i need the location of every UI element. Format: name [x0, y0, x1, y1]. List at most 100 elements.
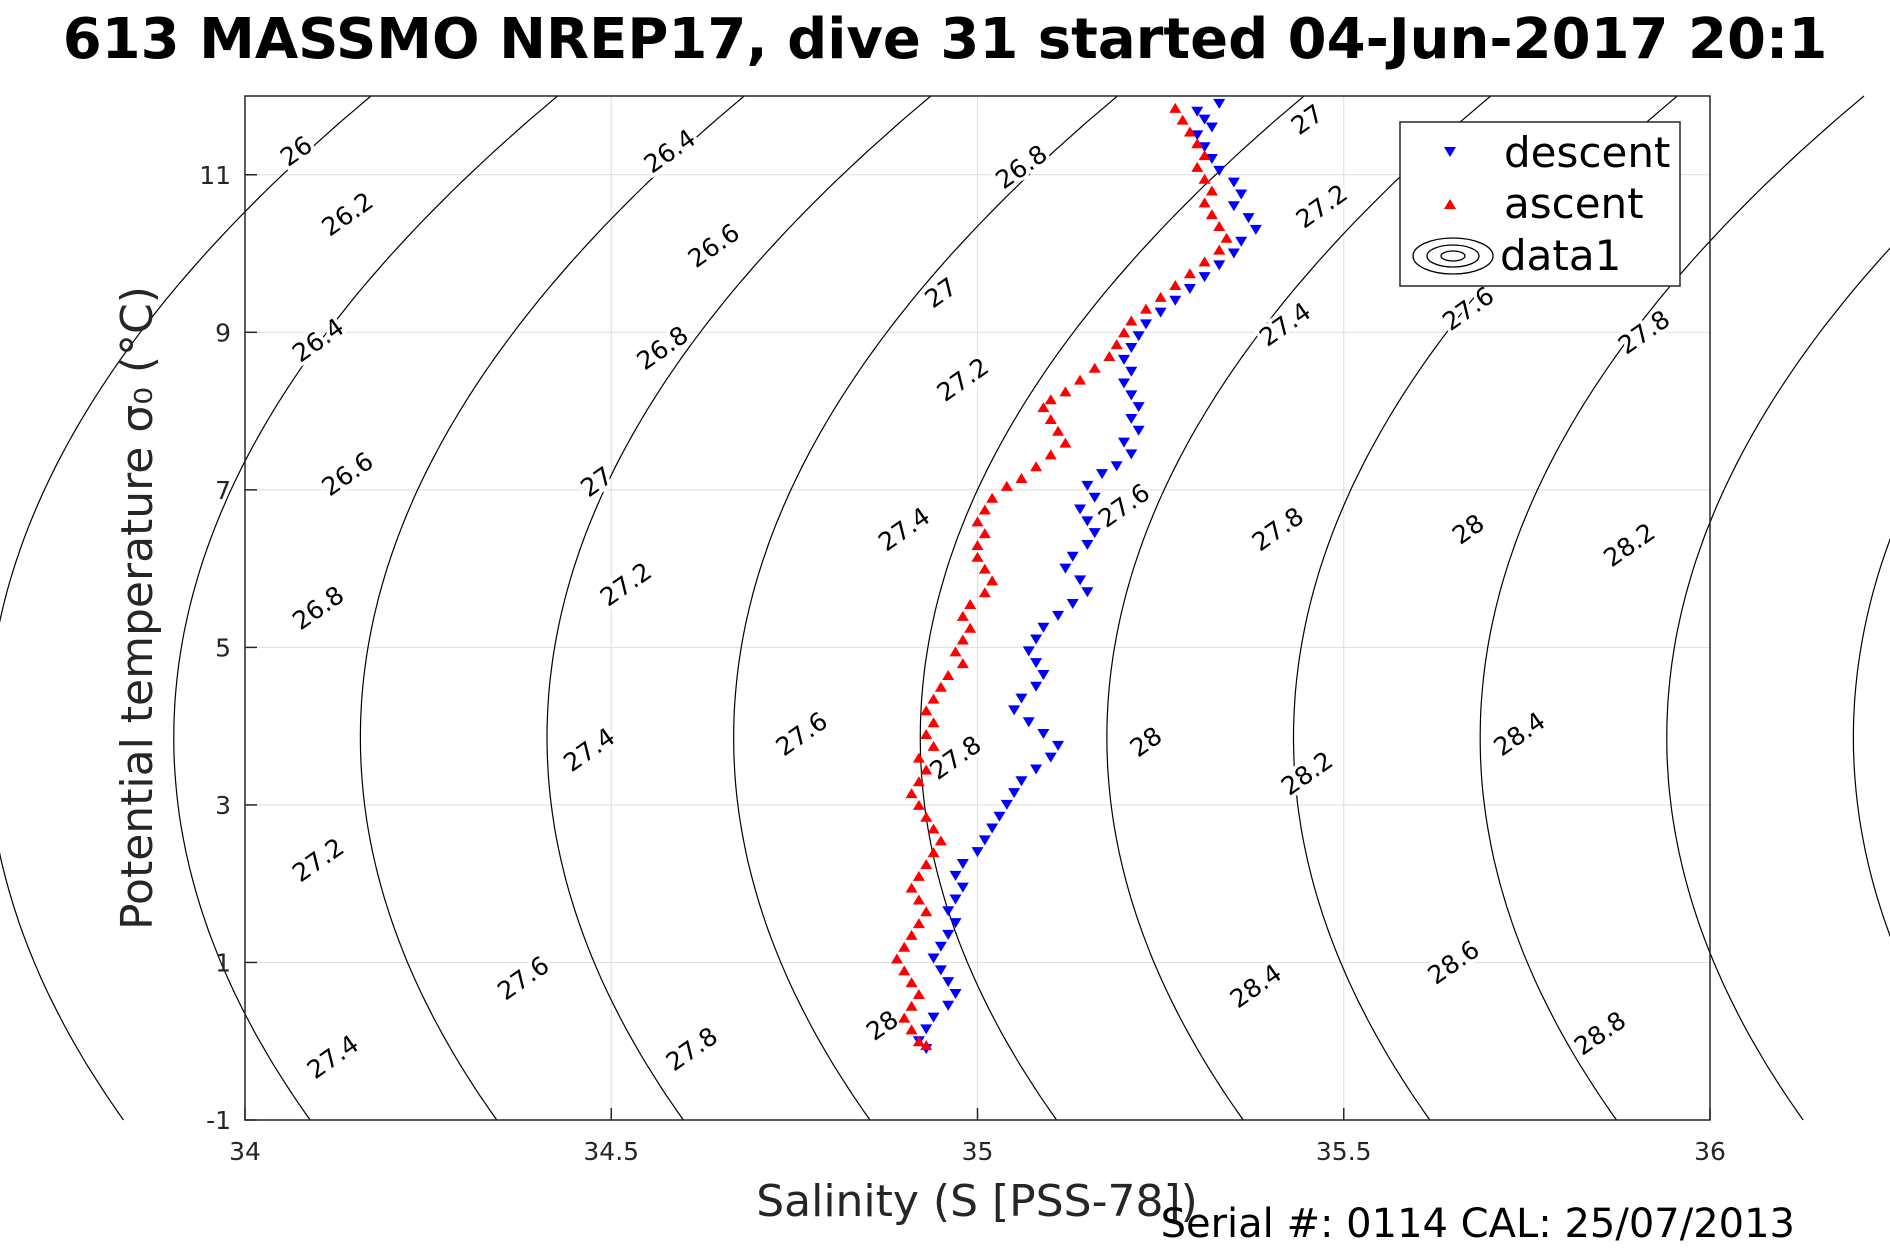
descent-point [1052, 610, 1065, 621]
y-tick-label: 5 [215, 633, 231, 662]
descent-point [1088, 492, 1101, 503]
ascent-point [1103, 350, 1116, 361]
x-tick-label: 35 [962, 1137, 994, 1166]
descent-point [1235, 236, 1248, 247]
descent-point [956, 859, 969, 869]
descent-point [1213, 260, 1226, 271]
ascent-point [934, 681, 947, 692]
descent-point [1125, 413, 1138, 424]
descent-point [1066, 551, 1079, 562]
ascent-point [1169, 280, 1182, 291]
descent-point [1000, 799, 1013, 810]
descent-point [1205, 154, 1218, 165]
ascent-point [905, 929, 918, 940]
x-tick-label: 34.5 [583, 1137, 639, 1166]
y-tick-label: -1 [206, 1106, 231, 1135]
contour-line [359, 95, 745, 1121]
ascent-point [1198, 150, 1211, 161]
ascent-point [912, 988, 925, 999]
descent-point [1235, 189, 1248, 200]
ascent-point [1198, 256, 1211, 267]
descent-point [1022, 646, 1035, 657]
y-tick-label: 7 [215, 476, 231, 505]
ascent-point [927, 847, 940, 858]
descent-series [912, 98, 1262, 1055]
descent-point [942, 1000, 955, 1011]
ascent-point [912, 799, 925, 810]
x-tick-label: 34 [229, 1137, 261, 1166]
descent-point [1030, 764, 1043, 775]
descent-point [986, 823, 999, 834]
descent-point [942, 977, 955, 988]
descent-point [1059, 563, 1072, 574]
ascent-point [912, 776, 925, 787]
descent-point [1066, 599, 1079, 610]
ascent-point [956, 634, 969, 645]
descent-point [1198, 272, 1211, 283]
ascent-point [920, 729, 933, 740]
descent-point [927, 1012, 940, 1023]
contour-line [1852, 537, 1890, 938]
ascent-point [1059, 437, 1072, 448]
descent-point [1081, 516, 1094, 527]
ascent-point [920, 764, 933, 775]
descent-point [1118, 437, 1130, 448]
ascent-point [1044, 413, 1057, 424]
descent-point [1191, 106, 1204, 117]
ascent-point [978, 504, 991, 515]
descent-point [1132, 331, 1145, 342]
ascent-point [964, 622, 977, 633]
descent-point [1074, 575, 1087, 586]
ascent-point [1176, 114, 1189, 125]
descent-point [942, 929, 955, 940]
descent-point [1044, 752, 1057, 763]
descent-point [1227, 201, 1240, 212]
ascent-point [1059, 386, 1072, 397]
contour-line [919, 95, 1305, 1121]
ascent-point [1015, 473, 1028, 484]
descent-point [920, 1024, 933, 1035]
descent-point [1096, 469, 1109, 480]
ascent-point [1191, 138, 1204, 149]
ascent-point [912, 1036, 925, 1047]
descent-point [934, 965, 947, 976]
descent-point [993, 811, 1006, 822]
ascent-point [905, 1000, 918, 1011]
contour-line [1106, 95, 1492, 1121]
contour-line [1479, 95, 1865, 1121]
descent-point [1037, 622, 1050, 633]
ascent-point [956, 658, 969, 669]
legend-item-descent: descent [1444, 128, 1670, 177]
ascent-point [1088, 362, 1101, 373]
descent-point [1052, 740, 1065, 751]
descent-point [1081, 480, 1094, 491]
ascent-point [1154, 291, 1167, 302]
y-tick-label: 1 [215, 948, 231, 977]
contour-icon [1412, 237, 1494, 275]
ascent-point [1191, 161, 1204, 172]
ascent-point [1198, 197, 1211, 208]
ascent-point [1000, 480, 1013, 491]
descent-point [1030, 681, 1043, 692]
descent-point [1110, 461, 1123, 472]
descent-point [1198, 142, 1211, 153]
ascent-point [905, 1024, 918, 1035]
ascent-point [920, 1040, 933, 1051]
descent-point [1125, 366, 1138, 377]
descent-point [1118, 354, 1130, 365]
y-axis-label: Potential temperature σ₀ (°C) [112, 286, 163, 930]
chart-title: 613 MASSMO NREP17, dive 31 started 04-Ju… [63, 7, 1828, 72]
ascent-point [971, 516, 984, 527]
descent-point [1169, 295, 1182, 306]
ascent-point [920, 811, 933, 822]
ascent-point [898, 941, 911, 952]
contour-line [546, 95, 932, 1121]
ascent-point [986, 575, 999, 586]
ascent-point [898, 965, 911, 976]
descent-point [1139, 319, 1152, 330]
ascent-marker-icon [1444, 199, 1456, 209]
ascent-point [971, 551, 984, 562]
descent-point [1213, 165, 1226, 176]
ascent-point [905, 977, 918, 988]
